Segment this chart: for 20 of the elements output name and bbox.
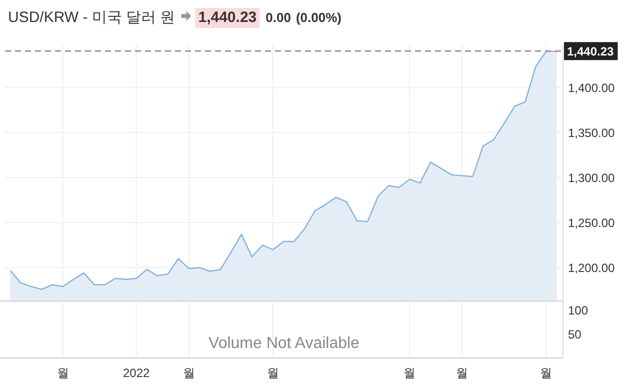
x-tick-label: 월	[540, 366, 552, 380]
y-tick-label: 1,200.00	[568, 261, 616, 276]
y-tick-label: 100	[568, 304, 588, 318]
x-tick-label: 월	[456, 366, 468, 380]
text: 0.00	[266, 10, 291, 25]
y-tick-label: 1,350.00	[568, 126, 616, 140]
y-tick-label: 1,400.00	[568, 80, 616, 95]
text: (0.00%)	[296, 10, 342, 25]
x-tick-label: 월	[266, 366, 279, 380]
chart-title: USD/KRW - 미국 달러 원	[8, 9, 176, 26]
annotation: Volume Not Available	[208, 335, 360, 352]
x-tick-label: 2022	[123, 366, 150, 380]
x-tick-label: 월	[56, 366, 69, 380]
y-tick-label: 1,300.00	[568, 171, 616, 186]
ref-line-label: 1,440.23	[567, 44, 614, 59]
x-tick-label: 월	[404, 366, 416, 380]
y-tick-label: 1,250.00	[568, 216, 616, 230]
x-tick-label: 월	[182, 366, 195, 380]
text: 1,440.23	[198, 9, 257, 26]
y-tick-label: 50	[568, 328, 582, 342]
